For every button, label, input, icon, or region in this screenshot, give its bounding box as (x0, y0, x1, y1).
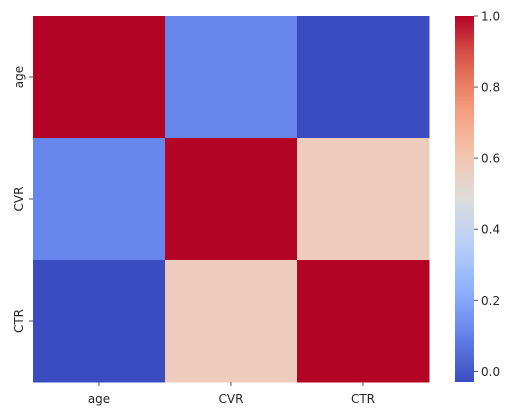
heatmap-cell-age-ctr (297, 16, 430, 139)
colorbar-tick-label: 1.0 (481, 10, 500, 24)
heatmap-cell-cvr-age (33, 138, 166, 261)
heatmap-cell-ctr-age (33, 260, 166, 383)
x-tick-label: CTR (351, 392, 375, 406)
colorbar-ticks: 0.0 0.2 0.4 0.6 0.8 1.0 (474, 10, 500, 379)
colorbar-tick-label: 0.6 (481, 152, 500, 166)
y-tick-label: age (12, 66, 26, 88)
heatmap-cell-age-age (33, 16, 166, 139)
heatmap-cell-cvr-cvr (165, 138, 298, 261)
x-tick-label: CVR (219, 392, 244, 406)
colorbar: 0.0 0.2 0.4 0.6 0.8 1.0 (455, 10, 500, 382)
y-tick-label: CTR (12, 309, 26, 333)
heatmap-cell-cvr-ctr (297, 138, 430, 261)
x-axis: age CVR CTR (88, 382, 375, 406)
colorbar-tick-label: 0.0 (481, 365, 500, 379)
colorbar-tick-label: 0.8 (481, 81, 500, 95)
y-tick-label: CVR (12, 187, 26, 212)
heatmap-cell-ctr-ctr (297, 260, 430, 383)
colorbar-tick-label: 0.4 (481, 223, 500, 237)
y-axis: age CVR CTR (12, 66, 33, 333)
heatmap-cell-ctr-cvr (165, 260, 298, 383)
colorbar-gradient (455, 16, 474, 382)
x-tick-label: age (88, 392, 110, 406)
heatmap-cells (33, 16, 430, 383)
colorbar-tick-label: 0.2 (481, 294, 500, 308)
heatmap-cell-age-cvr (165, 16, 298, 139)
